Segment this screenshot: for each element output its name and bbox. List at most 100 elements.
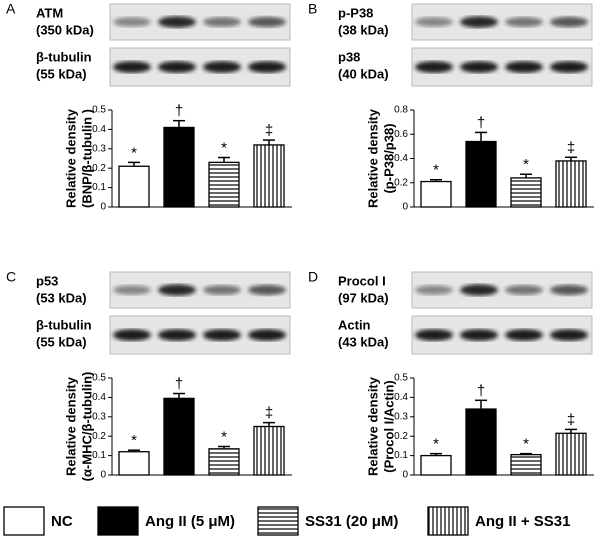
y-axis-label: Relative density (63, 108, 78, 208)
bar (118, 451, 150, 476)
blot-label: p-P38 (338, 5, 373, 20)
significance-mark: * (433, 162, 439, 179)
significance-mark: † (175, 375, 183, 392)
blot-label: (53 kDa) (36, 290, 87, 305)
significance-mark: * (221, 139, 227, 156)
blot-label: β-tubulin (36, 317, 92, 332)
significance-mark: † (175, 103, 183, 120)
panel: A ATM (350 kDa) β-tubulin (55 kDa) 0 0.1 0.2 0.3… (6, 1, 292, 213)
bar (253, 425, 285, 476)
bar (208, 448, 240, 476)
blot-label: (55 kDa) (36, 334, 87, 349)
blot-label: Procol I (338, 273, 386, 288)
y-axis-label: Relative density (365, 376, 380, 476)
significance-mark: ‡ (567, 139, 575, 156)
y-tick-label: 0 (402, 470, 408, 481)
blot-band (158, 16, 196, 28)
blot-band (550, 61, 588, 73)
bar (253, 144, 285, 208)
blot-band (158, 61, 196, 73)
blot-band (460, 16, 498, 28)
bar (510, 177, 542, 208)
y-tick-label: 0.1 (394, 450, 408, 461)
panel-letter: A (6, 1, 16, 17)
blot-band (158, 284, 196, 296)
blot-label: p53 (36, 273, 58, 288)
y-axis-label: (α-MHC/β-tubulin) (79, 372, 94, 482)
y-tick-label: 0.5 (92, 105, 106, 116)
significance-mark: † (477, 114, 485, 131)
y-tick-label: 0.1 (92, 450, 106, 461)
y-axis-label: Relative density (365, 108, 380, 208)
y-tick-label: 0.3 (92, 411, 106, 422)
y-tick-label: 0.6 (394, 129, 408, 140)
legend-label: NC (51, 513, 73, 530)
legend-label: SS31 (20 μM) (305, 513, 398, 530)
bar (420, 180, 452, 208)
y-tick-label: 0.3 (394, 411, 408, 422)
y-axis-label: (p-P38/p38) (381, 123, 396, 193)
blot-label: ATM (36, 5, 63, 20)
bar (163, 126, 195, 208)
blot-band (203, 17, 241, 27)
y-tick-label: 0.2 (92, 163, 106, 174)
significance-mark: ‡ (265, 122, 273, 139)
y-tick-label: 0.4 (394, 153, 408, 164)
significance-mark: * (131, 144, 137, 161)
blot-band (113, 61, 151, 73)
blot-band (203, 285, 241, 295)
y-tick-label: 0 (100, 202, 106, 213)
blot-band (505, 329, 543, 341)
bar (510, 453, 542, 476)
y-tick-label: 0 (100, 470, 106, 481)
bar (555, 160, 587, 208)
blot-label: p38 (338, 49, 360, 64)
significance-mark: † (477, 382, 485, 399)
significance-mark: * (221, 428, 227, 445)
panel-letter: C (6, 269, 16, 285)
blot-label: (40 kDa) (338, 66, 389, 81)
panel: D Procol I (97 kDa) Actin (43 kDa) 0 0.1 0.2 0.3… (308, 269, 594, 481)
blot-band (203, 61, 241, 73)
blot-band (460, 284, 498, 296)
y-tick-label: 0 (402, 202, 408, 213)
y-tick-label: 0.4 (394, 392, 408, 403)
blot-band (248, 329, 286, 341)
legend-swatch (427, 506, 469, 536)
significance-mark: * (433, 436, 439, 453)
bar (163, 397, 195, 476)
y-tick-label: 0.4 (92, 392, 106, 403)
blot-band (505, 17, 543, 27)
y-tick-label: 0.5 (394, 373, 408, 384)
blot-band (248, 61, 286, 73)
legend-label: Ang II (5 μM) (145, 513, 235, 530)
blot-band (460, 329, 498, 341)
blot-label: (350 kDa) (36, 22, 94, 37)
bar (420, 454, 452, 476)
bar (465, 140, 497, 208)
bar (555, 432, 587, 476)
significance-mark: * (131, 432, 137, 449)
bar (208, 161, 240, 208)
blot-band (203, 329, 241, 341)
blot-band (550, 329, 588, 341)
blot-band (505, 61, 543, 73)
blot-band (113, 285, 151, 295)
blot-band (415, 17, 453, 27)
bar (118, 165, 150, 208)
blot-label: (97 kDa) (338, 290, 389, 305)
legend-swatch (3, 506, 45, 536)
significance-mark: ‡ (265, 405, 273, 422)
blot-label: (38 kDa) (338, 22, 389, 37)
significance-mark: * (523, 436, 529, 453)
significance-mark: ‡ (567, 411, 575, 428)
blot-band (505, 285, 543, 295)
y-tick-label: 0.3 (92, 143, 106, 154)
blot-label: (43 kDa) (338, 334, 389, 349)
blot-band (550, 16, 588, 28)
blot-band (460, 61, 498, 73)
blot-band (158, 329, 196, 341)
panel-letter: D (308, 269, 318, 285)
blot-band (248, 16, 286, 28)
